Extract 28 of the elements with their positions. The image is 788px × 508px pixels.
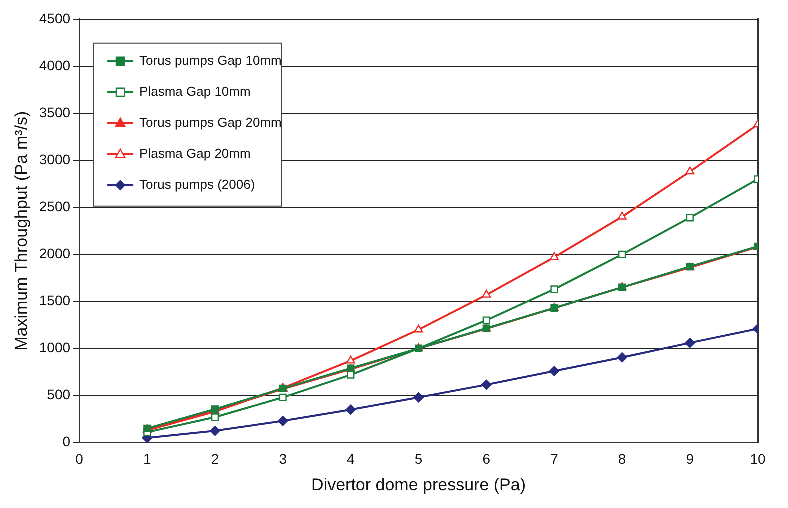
x-tick-label: 1 (143, 451, 152, 468)
y-tick-label: 1500 (39, 292, 71, 309)
y-tick-label: 2000 (39, 245, 71, 262)
x-tick-label: 10 (750, 451, 766, 468)
legend-label: Torus pumps Gap 10mm (140, 52, 282, 68)
y-tick-label: 3000 (39, 151, 71, 168)
x-tick-label: 4 (347, 451, 356, 468)
x-tick-label: 2 (211, 451, 220, 468)
legend-label: Torus pumps (2006) (140, 176, 256, 192)
x-tick-label: 3 (279, 451, 288, 468)
x-tick-label: 5 (414, 451, 423, 468)
legend-label: Plasma Gap 10mm (140, 84, 251, 99)
x-tick-label: 6 (482, 451, 491, 468)
x-tick-label: 9 (686, 451, 694, 468)
y-tick-label: 2500 (39, 198, 71, 214)
legend-label: Torus pumps Gap 20mm (140, 114, 282, 130)
x-tick-label: 0 (76, 451, 84, 468)
legend-label: Plasma Gap 20mm (140, 146, 251, 161)
y-tick-label: 500 (47, 386, 71, 403)
y-tick-label: 1000 (39, 340, 71, 356)
y-tick-label: 4000 (39, 57, 71, 74)
x-tick-label: 7 (550, 451, 559, 468)
x-tick-label: 8 (618, 451, 626, 468)
y-tick-label: 0 (62, 434, 71, 450)
y-axis-title: Maximum Throughput (Pa m³/s) (12, 111, 31, 351)
y-tick-label: 4500 (39, 10, 71, 26)
x-axis-title: Divertor dome pressure (Pa) (312, 475, 526, 494)
y-tick-label: 3500 (39, 104, 71, 120)
